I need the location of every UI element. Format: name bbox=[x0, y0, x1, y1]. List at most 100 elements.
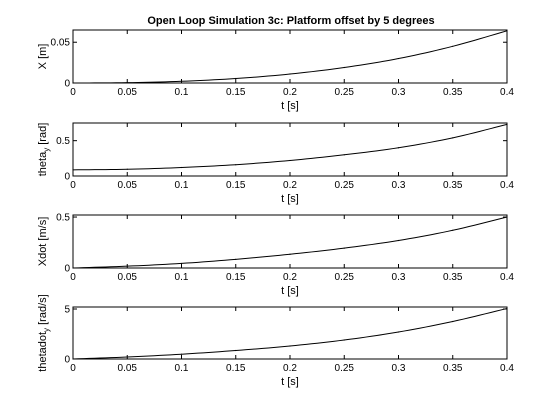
x-tick-label: 0.4 bbox=[500, 87, 514, 98]
y-tick-label: 0 bbox=[64, 355, 70, 366]
axes-box bbox=[72, 29, 508, 84]
data-point bbox=[452, 229, 454, 231]
x-tick-label: 0 bbox=[70, 180, 76, 191]
subplot-4: 0 0.05 0.1 0.15 0.2 0.25 0.3 0.35 0.4 0 5 t [s] thet… bbox=[37, 294, 514, 388]
x-tick-label: 0.15 bbox=[226, 272, 246, 283]
data-point bbox=[126, 356, 128, 358]
x-tick-label: 0.3 bbox=[392, 87, 406, 98]
x-tick-label: 0.25 bbox=[335, 363, 355, 374]
y-tick-label: 0 bbox=[64, 79, 70, 90]
data-point bbox=[343, 339, 345, 341]
x-tick-label: 0.4 bbox=[500, 180, 514, 191]
x-axis-label: t [s] bbox=[281, 285, 299, 297]
data-point bbox=[289, 73, 291, 75]
y-axis-label-subscript: y bbox=[42, 148, 51, 152]
data-point bbox=[343, 247, 345, 249]
data-point bbox=[235, 164, 237, 166]
data-point bbox=[180, 262, 183, 265]
y-tick-label: 0 bbox=[64, 264, 70, 275]
x-tick-label: 0.2 bbox=[283, 87, 297, 98]
x-tick-label: 0.25 bbox=[335, 272, 355, 283]
y-tick-label: 5 bbox=[64, 305, 70, 316]
data-point bbox=[289, 159, 291, 162]
data-point bbox=[397, 57, 400, 60]
subplot-1: 0 0.05 0.1 0.15 0.2 0.25 0.3 0.35 0.4 0 0.05 t [s] X… bbox=[37, 29, 514, 112]
y-axis-label: X [m] bbox=[37, 44, 49, 70]
y-axis-label-unit: [rad/s] bbox=[37, 294, 49, 328]
x-tick-label: 0.35 bbox=[443, 180, 463, 191]
axes-box bbox=[72, 214, 508, 269]
x-tick-label: 0.3 bbox=[392, 272, 406, 283]
data-point bbox=[343, 154, 345, 156]
x-tick-label: 0.25 bbox=[335, 87, 355, 98]
data-point bbox=[180, 166, 183, 169]
x-tick-label: 0.35 bbox=[443, 363, 463, 374]
data-point bbox=[235, 349, 237, 352]
x-axis-label: t [s] bbox=[281, 100, 299, 112]
x-tick-label: 0.4 bbox=[500, 363, 514, 374]
y-axis-label: thetadoty [rad/s] bbox=[37, 294, 51, 371]
x-tick-label: 0.3 bbox=[392, 180, 406, 191]
x-tick-label: 0.2 bbox=[283, 363, 297, 374]
x-tick-label: 0 bbox=[70, 272, 76, 283]
x-tick-label: 0.1 bbox=[175, 272, 189, 283]
data-point bbox=[506, 123, 508, 126]
axes-box bbox=[72, 306, 508, 360]
data-point bbox=[289, 345, 291, 347]
x-tick-label: 0.2 bbox=[283, 180, 297, 191]
data-point bbox=[343, 66, 345, 69]
data-point bbox=[72, 267, 74, 269]
x-axis-label: t [s] bbox=[281, 193, 299, 205]
x-tick-label: 0.05 bbox=[118, 87, 138, 98]
subplot-3: 0 0.05 0.1 0.15 0.2 0.25 0.3 0.35 0.4 0 0.5 t [s] Xd… bbox=[37, 213, 514, 297]
data-point bbox=[126, 82, 128, 84]
data-point bbox=[126, 265, 128, 267]
data-point bbox=[397, 147, 400, 149]
data-point bbox=[126, 168, 128, 170]
data-point bbox=[72, 358, 74, 360]
y-tick-label: 0.05 bbox=[51, 38, 71, 49]
data-point bbox=[180, 80, 183, 82]
x-tick-label: 0.35 bbox=[443, 87, 463, 98]
x-axis-label: t [s] bbox=[281, 376, 299, 388]
data-point bbox=[235, 77, 237, 80]
x-tick-label: 0.15 bbox=[226, 363, 246, 374]
data-point bbox=[506, 30, 508, 32]
x-tick-label: 0.05 bbox=[118, 363, 138, 374]
x-tick-label: 0.1 bbox=[175, 363, 189, 374]
x-tick-label: 0.4 bbox=[500, 272, 514, 283]
x-tick-label: 0.15 bbox=[226, 87, 246, 98]
y-axis-label-unit: [rad] bbox=[37, 123, 49, 148]
x-tick-label: 0.1 bbox=[175, 180, 189, 191]
data-point bbox=[180, 353, 183, 355]
data-point bbox=[72, 82, 74, 84]
data-point bbox=[506, 307, 508, 310]
x-tick-label: 0 bbox=[70, 363, 76, 374]
data-point bbox=[506, 216, 508, 218]
y-axis-label: thetay [rad] bbox=[37, 123, 51, 177]
axes-box bbox=[72, 122, 508, 177]
x-tick-label: 0.05 bbox=[118, 272, 138, 283]
data-point bbox=[452, 137, 454, 139]
x-tick-label: 0.35 bbox=[443, 272, 463, 283]
x-tick-label: 0.3 bbox=[392, 363, 406, 374]
y-tick-label: 0.5 bbox=[56, 213, 70, 224]
y-tick-label: 0 bbox=[64, 172, 70, 183]
data-point bbox=[452, 45, 454, 47]
figure-title: Open Loop Simulation 3c: Platform offset… bbox=[147, 15, 434, 27]
x-tick-label: 0.25 bbox=[335, 180, 355, 191]
x-tick-label: 0.05 bbox=[118, 180, 138, 191]
y-axis-label: Xdot [m/s] bbox=[37, 217, 49, 267]
x-tick-label: 0 bbox=[70, 87, 76, 98]
data-point bbox=[289, 253, 291, 255]
subplots: 0 0.05 0.1 0.15 0.2 0.25 0.3 0.35 0.400.05t [s]X… bbox=[37, 29, 514, 388]
x-tick-label: 0.15 bbox=[226, 180, 246, 191]
data-point bbox=[397, 331, 400, 333]
data-point bbox=[72, 169, 74, 171]
x-tick-label: 0.1 bbox=[175, 87, 189, 98]
subplot-2: 0 0.05 0.1 0.15 0.2 0.25 0.3 0.35 0.4 0 0.5 t [s] th… bbox=[37, 122, 514, 205]
data-point bbox=[235, 258, 237, 260]
y-axis-label-subscript: y bbox=[42, 328, 51, 332]
data-point bbox=[397, 239, 400, 242]
